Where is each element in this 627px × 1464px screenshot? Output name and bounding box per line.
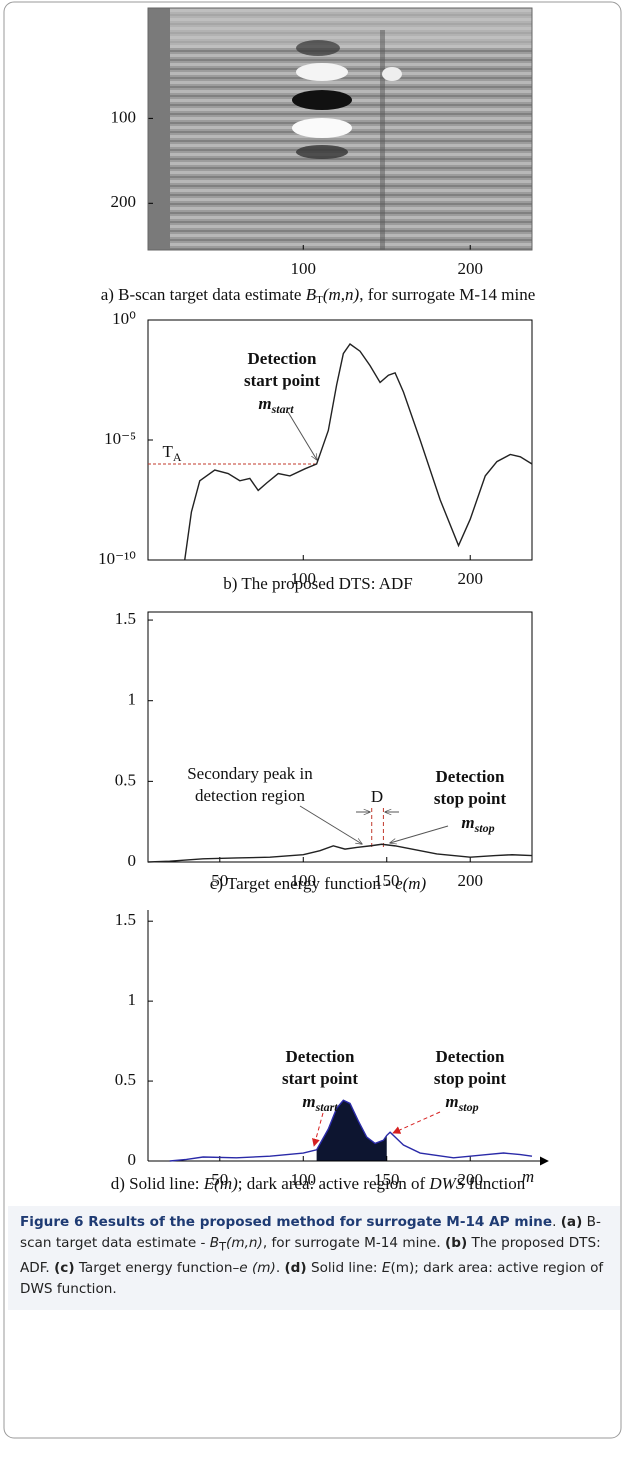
annotation: stop point [434, 1069, 507, 1088]
annotation-subscript: A [173, 450, 182, 464]
annotation-arrow [393, 1112, 440, 1133]
annotation: mstart [258, 394, 294, 416]
y-tick-label: 10⁰ [112, 309, 136, 328]
x-tick-label: 100 [291, 259, 317, 278]
caption-text: Solid line: [311, 1260, 382, 1276]
caption-part: function [464, 1174, 525, 1193]
caption-part: , for surrogate M-14 mine [359, 285, 535, 304]
caption-part: e(m) [395, 874, 426, 893]
caption-part: B [306, 285, 317, 304]
y-tick-label: 1.5 [115, 609, 136, 628]
panel-caption: c) Target energy function - e(m) [210, 874, 427, 893]
annotation: mstop [445, 1092, 478, 1114]
annotation-arrow [390, 826, 448, 843]
annotation-subscript: stop [458, 1100, 479, 1114]
caption-label: (a) [561, 1214, 583, 1230]
annotation: Detection [248, 349, 317, 368]
x-tick-label: 200 [457, 569, 483, 588]
annotation-subscript: start [315, 1100, 339, 1114]
panel-caption: a) B-scan target data estimate BT(m,n), … [101, 285, 536, 306]
annotation-arrow [300, 806, 362, 844]
caption-label: (b) [445, 1235, 467, 1251]
annotation-subscript: stop [474, 821, 495, 835]
data-line [148, 844, 532, 862]
caption-label: (d) [284, 1260, 306, 1276]
y-tick-label: 200 [111, 192, 137, 211]
annotation: mstop [461, 813, 494, 835]
data-line [185, 344, 532, 560]
caption-part: (m,n) [323, 285, 360, 304]
caption-text: e (m) [239, 1260, 276, 1276]
caption-text: T [219, 1240, 226, 1254]
x-tick-label: 200 [457, 871, 483, 890]
annotation-arrow [288, 412, 317, 460]
caption-part: b) The proposed DTS: ADF [223, 574, 413, 593]
annotation: Detection [436, 767, 505, 786]
caption-part: ; dark area: active region of [238, 1174, 430, 1193]
annotation-symbol: m [302, 1092, 315, 1111]
caption-text: (m,n) [226, 1235, 263, 1251]
y-tick-label: 1 [128, 690, 137, 709]
plot-frame [148, 320, 532, 560]
annotation-symbol: m [445, 1092, 458, 1111]
annotation-symbol: m [258, 394, 271, 413]
y-tick-label: 1.5 [115, 910, 136, 929]
annotation: D [371, 787, 383, 806]
caption-part: d) Solid line: [111, 1174, 204, 1193]
panel-caption: d) Solid line: E(m); dark area: active r… [111, 1174, 526, 1193]
caption-part: a) B-scan target data estimate [101, 285, 306, 304]
annotation-symbol: T [162, 442, 173, 461]
y-tick-label: 0.5 [115, 770, 136, 789]
bscan-texture [148, 8, 532, 250]
annotation: TA [162, 442, 181, 464]
x-tick-label: 200 [457, 259, 483, 278]
y-tick-label: 0 [128, 1150, 137, 1169]
annotation: Secondary peak in [187, 764, 313, 783]
caption-part: c) Target energy function - [210, 874, 395, 893]
annotation: mstart [302, 1092, 338, 1114]
caption-title: Figure 6 Results of the proposed method … [20, 1214, 552, 1230]
annotation: Detection [286, 1047, 355, 1066]
caption-text: Target energy function– [79, 1260, 239, 1276]
figure-caption: Figure 6 Results of the proposed method … [8, 1206, 620, 1310]
caption-part: E(m) [203, 1174, 238, 1193]
y-tick-label: 0 [128, 851, 137, 870]
annotation: start point [282, 1069, 358, 1088]
panel-caption: b) The proposed DTS: ADF [223, 574, 413, 593]
caption-label: (c) [54, 1260, 74, 1276]
y-tick-label: 1 [128, 990, 137, 1009]
annotation: start point [244, 371, 320, 390]
figure: 100200100200a) B-scan target data estima… [0, 0, 627, 1464]
y-tick-label: 10⁻⁵ [104, 429, 136, 448]
annotation-symbol: m [461, 813, 474, 832]
y-tick-label: 100 [111, 107, 137, 126]
annotation: Detection [436, 1047, 505, 1066]
y-tick-label: 10⁻¹⁰ [98, 549, 136, 568]
annotation: stop point [434, 789, 507, 808]
caption-text: B [210, 1235, 219, 1251]
caption-text: . [276, 1260, 280, 1276]
caption-text: , for surrogate M-14 mine. [263, 1235, 441, 1251]
y-tick-label: 0.5 [115, 1070, 136, 1089]
caption-text: . [552, 1214, 556, 1230]
caption-part: DWS [428, 1174, 464, 1193]
annotation-subscript: start [271, 402, 295, 416]
annotation: detection region [195, 786, 305, 805]
